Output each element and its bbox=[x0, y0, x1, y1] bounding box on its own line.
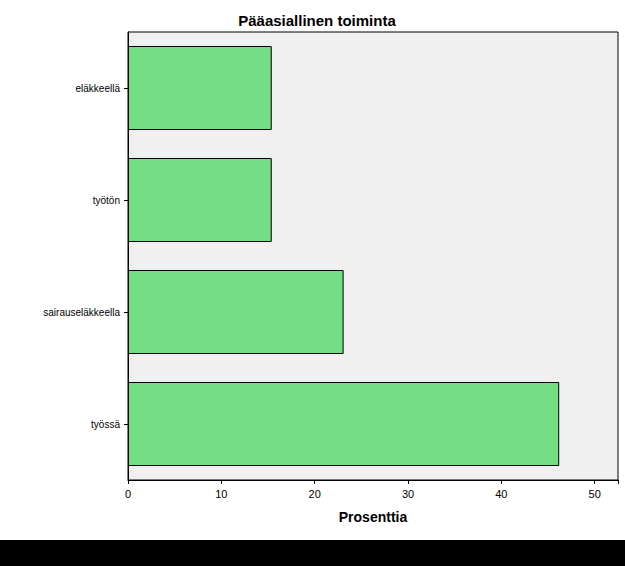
svg-text:työssä: työssä bbox=[91, 419, 120, 430]
svg-text:eläkkeellä: eläkkeellä bbox=[76, 83, 121, 94]
svg-text:0: 0 bbox=[125, 488, 131, 500]
svg-text:40: 40 bbox=[495, 488, 507, 500]
svg-text:10: 10 bbox=[215, 488, 227, 500]
svg-text:50: 50 bbox=[589, 488, 601, 500]
svg-text:Prosenttia: Prosenttia bbox=[339, 509, 408, 525]
svg-text:Pääasiallinen toiminta: Pääasiallinen toiminta bbox=[238, 12, 396, 29]
svg-text:30: 30 bbox=[402, 488, 414, 500]
svg-text:työtön: työtön bbox=[93, 195, 120, 206]
svg-text:sairauseläkkeella: sairauseläkkeella bbox=[43, 307, 120, 318]
svg-text:20: 20 bbox=[309, 488, 321, 500]
